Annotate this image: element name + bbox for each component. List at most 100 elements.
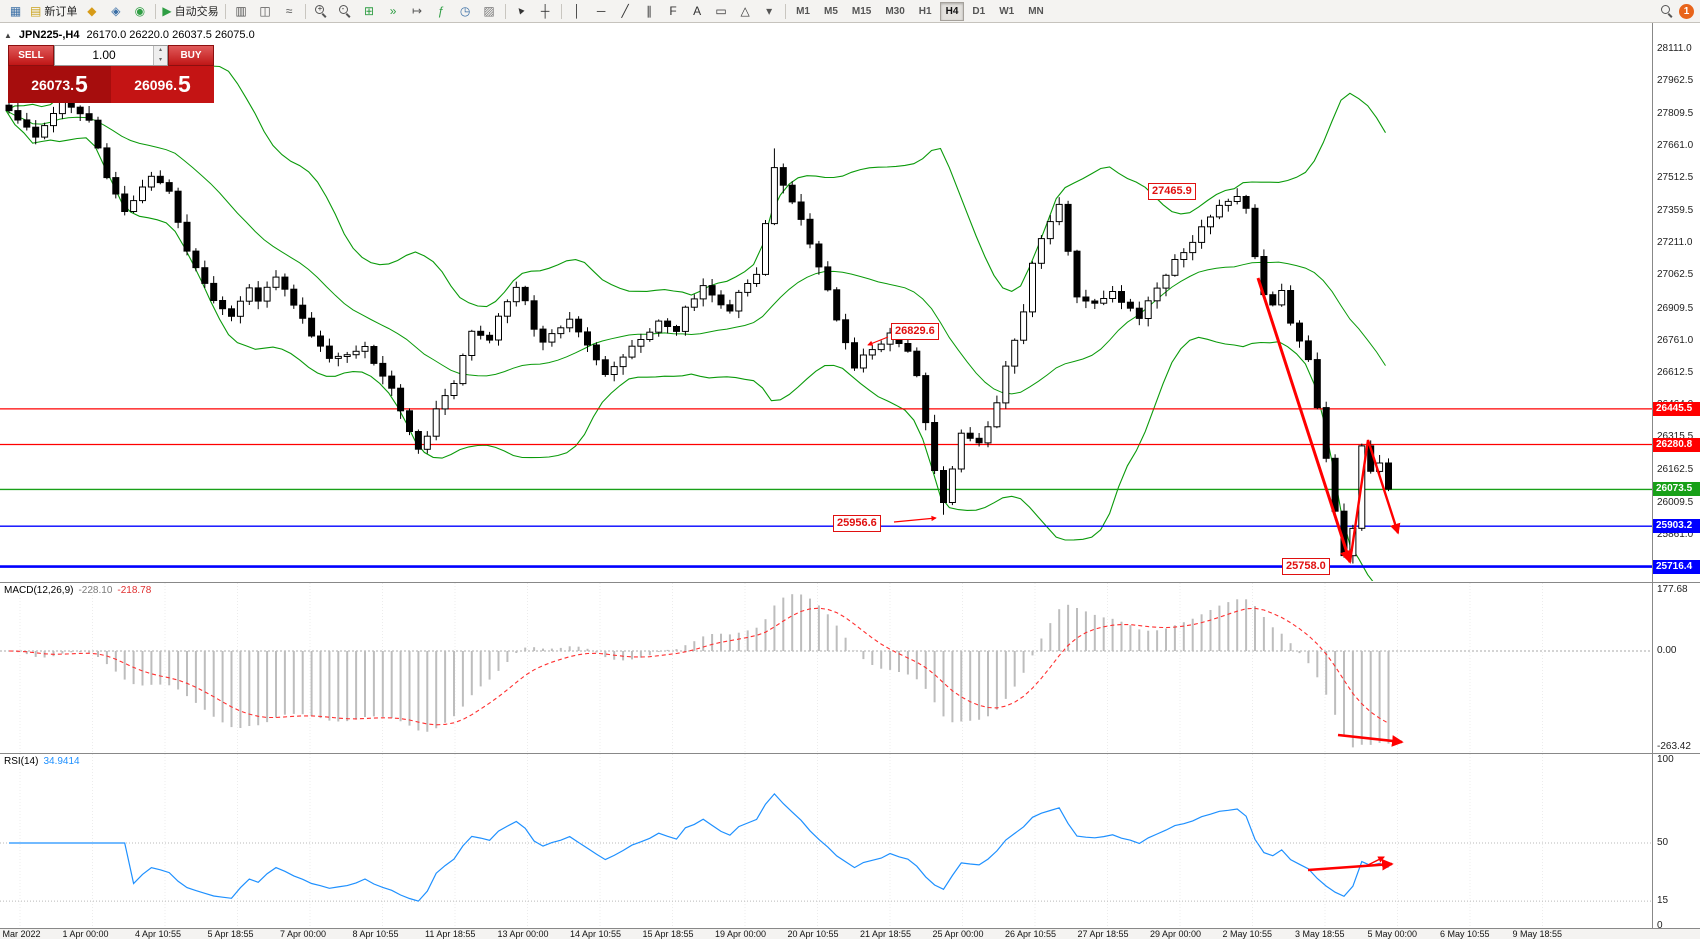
time-axis-label: 3 May 18:55	[1295, 929, 1345, 939]
crosshair-icon[interactable]: ┼	[540, 4, 550, 18]
rsi-axis-label: 0	[1657, 920, 1663, 931]
periods-icon[interactable]: ◷	[459, 4, 471, 18]
zoom-in-icon[interactable]: +	[310, 2, 333, 21]
label-icon[interactable]: ▭	[715, 4, 727, 18]
axis-separator	[1653, 582, 1700, 583]
time-axis-label: 4 Apr 10:55	[135, 929, 182, 939]
timeframe-m15[interactable]: M15	[851, 5, 872, 17]
zoom-in-icon: +	[314, 4, 328, 18]
channel-icon[interactable]: ∥	[646, 4, 653, 18]
auto-trading-button-label: 自动交易	[174, 6, 219, 18]
timeframe-m30[interactable]: M30	[885, 5, 905, 17]
time-axis-label: 27 Apr 18:55	[1077, 929, 1129, 939]
zoom-out-icon[interactable]: -	[334, 2, 357, 21]
candlestick-chart-icon[interactable]: ◫	[259, 4, 271, 18]
time-axis-label: 8 Apr 10:55	[352, 929, 399, 939]
price-callout[interactable]: 26829.6	[891, 323, 939, 340]
text-icon[interactable]: A	[693, 4, 702, 18]
timeframe-h1[interactable]: H1	[918, 5, 932, 17]
time-axis-label: 5 Apr 18:55	[207, 929, 254, 939]
symbol-info-bar: ▲ JPN225-,H4 26170.0 26220.0 26037.5 260…	[4, 29, 255, 41]
rsi-label: RSI(14) 34.9414	[4, 756, 80, 767]
toolbar-separator	[784, 3, 786, 19]
price-tag: 26280.8	[1653, 438, 1700, 452]
price-callout[interactable]: 25956.6	[833, 515, 881, 532]
cursor-icon[interactable]: ▲	[513, 3, 529, 19]
volume-value[interactable]: 1.00	[92, 48, 116, 62]
templates-icon[interactable]: ▨	[483, 4, 495, 18]
new-order-button[interactable]: ▤ 新订单	[30, 4, 78, 18]
new-chart-icon[interactable]: ▦	[9, 4, 22, 18]
navigator-icon[interactable]: ◈	[111, 4, 121, 18]
timeframe-w1[interactable]: W1	[999, 5, 1015, 17]
shapes-icon[interactable]: △	[740, 4, 750, 18]
y-axis-label: 27661.0	[1657, 140, 1694, 151]
time-axis-label: 9 May 18:55	[1512, 929, 1563, 939]
time-axis-label: 2 May 10:55	[1222, 929, 1273, 939]
time-axis-label: 11 Apr 18:55	[425, 929, 476, 939]
search-button[interactable]	[1655, 2, 1678, 21]
rsi-chart[interactable]	[0, 754, 1652, 929]
time-axis-label: 5 May 00:00	[1367, 929, 1418, 939]
y-axis-label: 27809.5	[1657, 108, 1694, 119]
horizontal-line-icon[interactable]: ─	[596, 4, 606, 18]
price-chart-panel: ▲ JPN225-,H4 26170.0 26220.0 26037.5 260…	[0, 23, 1652, 581]
price-tag: 26073.5	[1653, 482, 1700, 496]
chart-shift-icon[interactable]: ↦	[412, 4, 423, 18]
macd-axis-label: -263.42	[1657, 741, 1691, 752]
terminal-icon[interactable]: ◉	[134, 4, 146, 18]
price-callout[interactable]: 27465.9	[1148, 183, 1196, 200]
macd-chart[interactable]	[0, 583, 1652, 754]
y-axis-label: 27359.5	[1657, 205, 1694, 216]
price-tag: 25716.4	[1653, 560, 1700, 574]
line-chart-icon[interactable]: ≈	[285, 4, 293, 18]
buy-button[interactable]: BUY	[168, 45, 214, 66]
price-callout[interactable]: 25758.0	[1282, 558, 1330, 575]
notification-badge[interactable]: 1	[1679, 3, 1694, 19]
macd-axis-label: 0.00	[1657, 645, 1677, 656]
volume-down-button[interactable]: ▾	[154, 55, 167, 65]
y-axis-label: 26162.5	[1657, 464, 1694, 475]
collapse-one-click-icon[interactable]: ▲	[4, 30, 12, 40]
auto-trading-button[interactable]: ▶ 自动交易	[162, 4, 219, 18]
time-axis-label: 25 Apr 00:00	[932, 929, 984, 939]
sell-price[interactable]: 26073. 5	[8, 66, 111, 103]
price-chart[interactable]	[0, 23, 1652, 581]
price-axis[interactable]: 28111.0 27962.5 27809.5 27661.0 27512.5 27359…	[1652, 23, 1700, 939]
price-tag: 26445.5	[1653, 402, 1700, 416]
time-axis-label: 29 Apr 00:00	[1150, 929, 1202, 939]
timeframe-d1[interactable]: D1	[972, 5, 986, 17]
indicators-icon[interactable]: ƒ	[437, 4, 445, 18]
buy-price[interactable]: 26096. 5	[111, 66, 214, 103]
fibonacci-icon[interactable]: F	[669, 4, 677, 18]
shapes-dropdown-icon[interactable]: ▾	[766, 4, 773, 18]
y-axis-label: 27512.5	[1657, 172, 1694, 183]
auto-scroll-icon[interactable]: »	[389, 4, 397, 18]
rsi-panel: RSI(14) 34.9414	[0, 753, 1652, 929]
ohlc-values: 26170.0 26220.0 26037.5 26075.0	[86, 29, 255, 41]
time-axis-label: 15 Apr 18:55	[642, 929, 694, 939]
volume-field[interactable]: 1.00 ▴ ▾	[54, 45, 168, 66]
time-axis-label: 13 Apr 00:00	[497, 929, 549, 939]
tile-windows-icon[interactable]: ⊞	[364, 4, 375, 18]
macd-axis-label: 177.68	[1657, 584, 1688, 595]
time-axis[interactable]: 30 Mar 2022 1 Apr 00:00 4 Apr 10:55 5 Apr 1…	[0, 928, 1700, 939]
sell-button[interactable]: SELL	[8, 45, 54, 66]
vertical-line-icon[interactable]: │	[573, 4, 581, 18]
rsi-axis-label: 50	[1657, 837, 1669, 848]
time-axis-label: 26 Apr 10:55	[1005, 929, 1057, 939]
toolbar-separator	[304, 3, 306, 19]
timeframe-m5[interactable]: M5	[823, 5, 838, 17]
timeframe-m1[interactable]: M1	[796, 5, 810, 17]
trendline-icon[interactable]: ╱	[621, 4, 629, 18]
bar-chart-icon[interactable]: ▥	[235, 4, 247, 18]
symbol-period-label: JPN225-,H4	[18, 29, 80, 41]
market-watch-icon[interactable]: ◆	[87, 4, 97, 18]
timeframe-h4[interactable]: H4	[939, 1, 965, 21]
time-axis-label: 1 Apr 00:00	[62, 929, 109, 939]
axis-separator	[1653, 753, 1700, 754]
volume-up-button[interactable]: ▴	[154, 46, 167, 56]
main-toolbar: ▦ ▤ 新订单 ◆ ◈ ◉ ▶ 自动交易 ▥ ◫ ≈ + - ⊞ » ↦ ƒ ◷ ▨ ▲ ┼ │ ─ ╱ ∥ F A ▭ △ ▾ M1 M5 M…	[0, 0, 1700, 23]
timeframe-mn[interactable]: MN	[1028, 5, 1044, 17]
time-axis-label: 30 Mar 2022	[0, 929, 41, 939]
